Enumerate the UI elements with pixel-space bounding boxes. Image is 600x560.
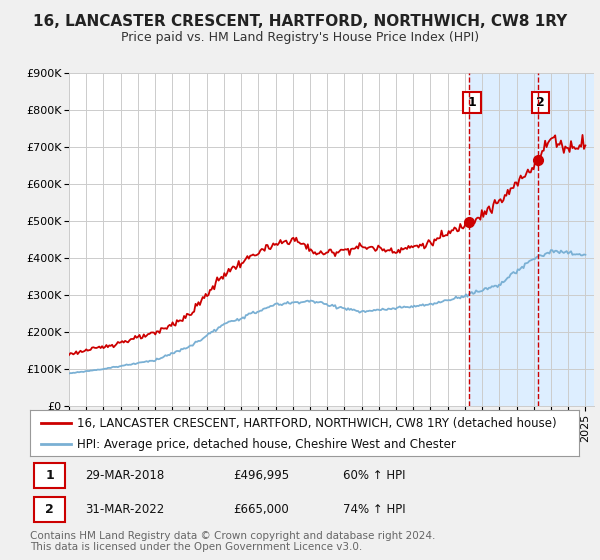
Text: HPI: Average price, detached house, Cheshire West and Chester: HPI: Average price, detached house, Ches… (77, 438, 455, 451)
Bar (469, 73, 594, 406)
Text: 1: 1 (467, 96, 476, 109)
Text: Contains HM Land Registry data © Crown copyright and database right 2024.
This d: Contains HM Land Registry data © Crown c… (30, 531, 436, 553)
Text: 1: 1 (45, 469, 54, 482)
FancyBboxPatch shape (34, 463, 65, 488)
Text: 74% ↑ HPI: 74% ↑ HPI (343, 503, 406, 516)
Text: Price paid vs. HM Land Registry's House Price Index (HPI): Price paid vs. HM Land Registry's House … (121, 31, 479, 44)
Text: 31-MAR-2022: 31-MAR-2022 (85, 503, 164, 516)
Text: 60% ↑ HPI: 60% ↑ HPI (343, 469, 406, 482)
FancyBboxPatch shape (34, 497, 65, 522)
Text: 16, LANCASTER CRESCENT, HARTFORD, NORTHWICH, CW8 1RY: 16, LANCASTER CRESCENT, HARTFORD, NORTHW… (33, 14, 567, 29)
Text: 2: 2 (536, 96, 545, 109)
Text: £496,995: £496,995 (233, 469, 289, 482)
Text: 29-MAR-2018: 29-MAR-2018 (85, 469, 164, 482)
Text: 2: 2 (45, 503, 54, 516)
Text: 16, LANCASTER CRESCENT, HARTFORD, NORTHWICH, CW8 1RY (detached house): 16, LANCASTER CRESCENT, HARTFORD, NORTHW… (77, 417, 556, 430)
Text: £665,000: £665,000 (233, 503, 289, 516)
